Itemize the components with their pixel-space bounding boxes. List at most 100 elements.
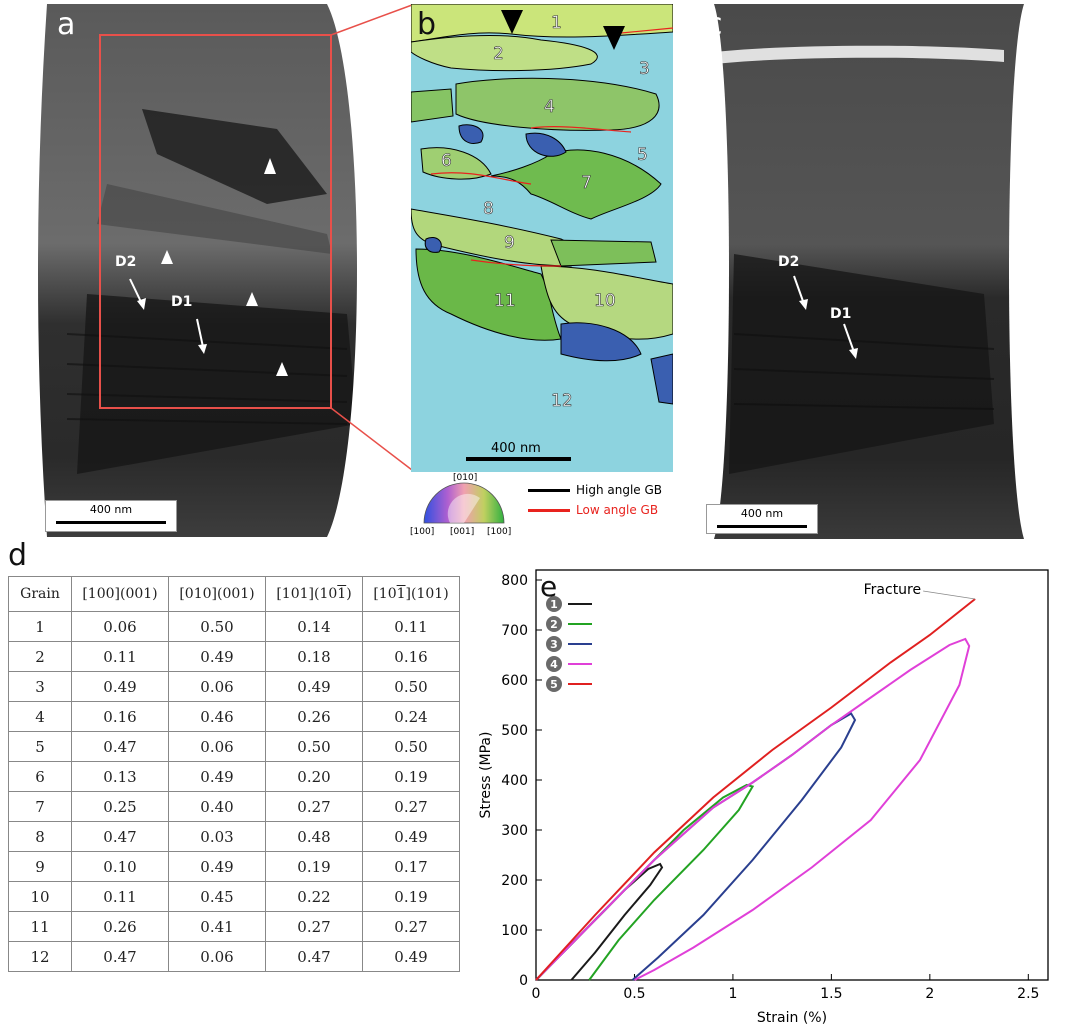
table-cell: 0.20 xyxy=(265,761,363,792)
y-tick-label: 400 xyxy=(501,773,528,789)
grain-label-11: 11 xyxy=(494,291,516,311)
panel-a: D2 D1 a 400 nm xyxy=(27,4,407,537)
scale-bar-a: 400 nm xyxy=(45,500,177,532)
table-cell: 0.27 xyxy=(265,911,363,942)
y-tick-label: 0 xyxy=(519,973,528,989)
table-row: 6 0.13 0.49 0.20 0.19 xyxy=(8,761,460,792)
table-cell: 0.49 xyxy=(168,761,266,792)
y-tick-label: 600 xyxy=(501,673,528,689)
plot-frame xyxy=(535,569,1049,981)
gb-legend-low: Low angle GB xyxy=(528,503,658,517)
table-cell: 0.49 xyxy=(168,641,266,672)
table-row: 1 0.06 0.50 0.14 0.11 xyxy=(8,611,460,642)
y-tick-label: 200 xyxy=(501,873,528,889)
micrograph-c: D2 D1 xyxy=(674,4,1066,539)
table-cell: 0.06 xyxy=(71,611,169,642)
table-cell: 0.27 xyxy=(362,791,460,822)
table-cell: 0.11 xyxy=(362,611,460,642)
table-cell: 0.49 xyxy=(71,671,169,702)
table-cell: 0.26 xyxy=(265,701,363,732)
header-grain: Grain xyxy=(8,576,72,612)
table-cell: 0.19 xyxy=(362,761,460,792)
arrow-label-d1-c: D1 xyxy=(830,306,851,322)
panel-label-e: e xyxy=(540,570,557,603)
table-cell: 0.14 xyxy=(265,611,363,642)
gb-legend-high: High angle GB xyxy=(528,483,662,497)
table-cell: 0.49 xyxy=(265,671,363,702)
scale-bar-b-text: 400 nm xyxy=(491,441,541,456)
scale-bar-c: 400 nm xyxy=(706,504,818,534)
table-row: 4 0.16 0.46 0.26 0.24 xyxy=(8,701,460,732)
table-cell: 4 xyxy=(8,701,72,732)
ebsd-map: 1 2 3 4 5 6 7 8 9 10 11 12 400 nm xyxy=(410,3,674,472)
header-010-001: [010](001) xyxy=(168,576,266,612)
series-line-5 xyxy=(535,598,976,981)
grain-label-4: 4 xyxy=(544,97,555,117)
table-cell: 0.47 xyxy=(71,731,169,762)
fracture-annotation: Fracture xyxy=(864,582,922,598)
legend-number-4: 4 xyxy=(550,658,558,671)
svg-text:[010]: [010] xyxy=(453,473,477,483)
table-cell: 0.27 xyxy=(362,911,460,942)
x-tick-label: 0 xyxy=(532,986,541,1002)
y-tick-label: 500 xyxy=(501,723,528,739)
table-cell: 0.06 xyxy=(168,671,266,702)
table-cell: 5 xyxy=(8,731,72,762)
header-101-10-1bar: [101](101) xyxy=(265,576,363,612)
grain-label-2: 2 xyxy=(493,44,504,64)
table-cell: 0.48 xyxy=(265,821,363,852)
svg-text:[001]: [001] xyxy=(450,527,474,537)
panel-c: D2 D1 c 400 nm xyxy=(674,4,1066,539)
table-cell: 0.46 xyxy=(168,701,266,732)
table-cell: 0.47 xyxy=(265,941,363,972)
header-10-1bar-101: [101](101) xyxy=(362,576,460,612)
table-cell: 0.45 xyxy=(168,881,266,912)
zoom-connector xyxy=(330,4,413,471)
legend-marker-2 xyxy=(546,616,562,632)
x-tick-label: 2.5 xyxy=(1017,986,1039,1002)
table-row: 2 0.11 0.49 0.18 0.16 xyxy=(8,641,460,672)
grain-label-3: 3 xyxy=(639,59,650,79)
table-cell: 0.13 xyxy=(71,761,169,792)
table-cell: 0.16 xyxy=(71,701,169,732)
table-row: 8 0.47 0.03 0.48 0.49 xyxy=(8,821,460,852)
table-cell: 0.18 xyxy=(265,641,363,672)
legend-marker-4 xyxy=(546,656,562,672)
panel-label-a: a xyxy=(57,7,76,42)
x-tick-label: 0.5 xyxy=(623,986,645,1002)
grain-label-7: 7 xyxy=(581,173,592,193)
table-cell: 0.50 xyxy=(265,731,363,762)
table-cell: 11 xyxy=(8,911,72,942)
legend-number-1: 1 xyxy=(550,598,558,611)
table-cell: 0.19 xyxy=(362,881,460,912)
table-cell: 0.49 xyxy=(168,851,266,882)
table-cell: 0.03 xyxy=(168,821,266,852)
table-cell: 1 xyxy=(8,611,72,642)
ipf-color-key: [010] [100] [001] [100] xyxy=(410,468,520,540)
table-cell: 0.50 xyxy=(168,611,266,642)
table-row: 5 0.47 0.06 0.50 0.50 xyxy=(8,731,460,762)
table-cell: 0.16 xyxy=(362,641,460,672)
legend-number-3: 3 xyxy=(550,638,558,651)
table-cell: 0.17 xyxy=(362,851,460,882)
table-cell: 0.06 xyxy=(168,731,266,762)
table-row: 10 0.11 0.45 0.22 0.19 xyxy=(8,881,460,912)
legend-marker-5 xyxy=(546,676,562,692)
table-cell: 0.22 xyxy=(265,881,363,912)
y-tick-label: 300 xyxy=(501,823,528,839)
legend-number-2: 2 xyxy=(550,618,558,631)
table-cell: 6 xyxy=(8,761,72,792)
table-cell: 0.41 xyxy=(168,911,266,942)
table-cell: 7 xyxy=(8,791,72,822)
arrow-label-d2-c: D2 xyxy=(778,254,799,270)
table-row: 3 0.49 0.06 0.49 0.50 xyxy=(8,671,460,702)
table-cell: 10 xyxy=(8,881,72,912)
legend-marker-3 xyxy=(546,636,562,652)
grain-label-10: 10 xyxy=(594,291,616,311)
legend-marker-1 xyxy=(546,596,562,612)
table-row: 7 0.25 0.40 0.27 0.27 xyxy=(8,791,460,822)
table-cell: 0.11 xyxy=(71,641,169,672)
table-cell: 0.49 xyxy=(362,941,460,972)
table-cell: 0.27 xyxy=(265,791,363,822)
table-cell: 0.26 xyxy=(71,911,169,942)
